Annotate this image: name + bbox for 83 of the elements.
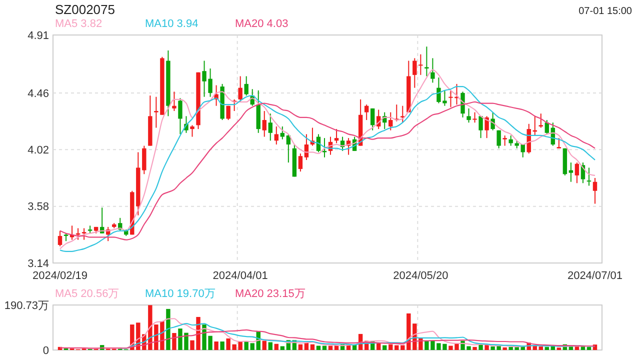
bar	[310, 344, 315, 350]
bar	[472, 346, 477, 350]
candlestick	[484, 116, 489, 139]
candlestick	[388, 112, 393, 131]
candlestick	[568, 162, 574, 182]
bar	[280, 346, 285, 350]
text: MA10 3.94	[145, 18, 198, 30]
candlestick	[574, 162, 580, 184]
bar	[550, 346, 556, 350]
line-series	[59, 329, 596, 349]
y-tick-label: 0	[42, 344, 49, 357]
candlestick	[556, 138, 562, 149]
candlestick	[544, 120, 550, 135]
candlestick	[178, 98, 182, 135]
candlestick	[496, 130, 501, 149]
bar	[538, 346, 543, 350]
candlestick	[400, 105, 405, 124]
candlestick	[472, 112, 477, 124]
candlestick	[334, 128, 339, 144]
candlestick	[190, 124, 194, 138]
candlestick	[244, 76, 248, 96]
candlestick	[262, 110, 266, 138]
bar	[322, 346, 327, 350]
candlestick	[172, 91, 176, 112]
candlestick	[490, 112, 495, 131]
candlestick	[466, 108, 471, 124]
y-tick-label: 3.58	[28, 201, 49, 214]
candlestick	[370, 108, 375, 131]
text: MA20 23.15万	[235, 288, 306, 300]
bar	[484, 345, 489, 350]
text: MA10 19.70万	[145, 288, 216, 300]
text: MA5 20.56万	[55, 288, 120, 300]
bar	[166, 308, 170, 350]
candlestick	[538, 113, 543, 128]
candlestick	[268, 113, 272, 142]
text: 07-01 15:00	[578, 6, 632, 17]
bar	[544, 346, 550, 350]
candlestick	[274, 126, 279, 145]
bar	[172, 333, 176, 350]
bar	[328, 346, 333, 350]
candlestick	[592, 177, 598, 204]
x-tick-label: 2024/07/01	[567, 270, 623, 282]
candlestick	[82, 228, 86, 240]
text: MA20 4.03	[235, 18, 288, 30]
bar	[388, 344, 393, 350]
bar	[214, 342, 218, 350]
bar	[250, 343, 254, 350]
bar	[316, 346, 321, 350]
candlestick	[478, 116, 483, 139]
bar	[478, 344, 483, 350]
bar	[382, 345, 387, 350]
candlestick	[298, 153, 303, 172]
chart-title: SZ002075	[55, 2, 115, 17]
bar	[220, 342, 224, 350]
candlestick	[430, 58, 435, 84]
bar	[268, 342, 272, 350]
candlestick	[238, 76, 242, 102]
candlestick	[226, 105, 230, 121]
y-tick-label: 3.14	[28, 258, 49, 270]
line-series	[120, 323, 596, 349]
candlestick	[424, 46, 429, 77]
bar	[400, 345, 405, 350]
text: MA5 3.82	[55, 18, 102, 30]
y-tick-label: 4.02	[28, 144, 49, 156]
candlestick	[58, 230, 62, 247]
bar	[298, 344, 303, 350]
bar	[502, 347, 507, 350]
candlestick	[508, 134, 513, 146]
candlestick	[502, 134, 507, 146]
y-tick-label: 190.73万	[4, 300, 49, 312]
bar	[376, 343, 381, 350]
y-tick-label: 4.91	[28, 30, 49, 42]
x-tick-label: 2024/05/20	[393, 270, 448, 282]
bar	[274, 344, 279, 350]
bar	[262, 340, 266, 350]
bar	[586, 346, 592, 350]
candlestick	[586, 167, 592, 186]
y-tick-label: 4.46	[28, 88, 49, 100]
bar	[394, 345, 399, 350]
candlestick	[280, 126, 285, 140]
candlestick	[364, 104, 369, 121]
x-tick-label: 2024/04/01	[212, 270, 268, 282]
x-tick-label: 2024/02/19	[32, 270, 88, 282]
